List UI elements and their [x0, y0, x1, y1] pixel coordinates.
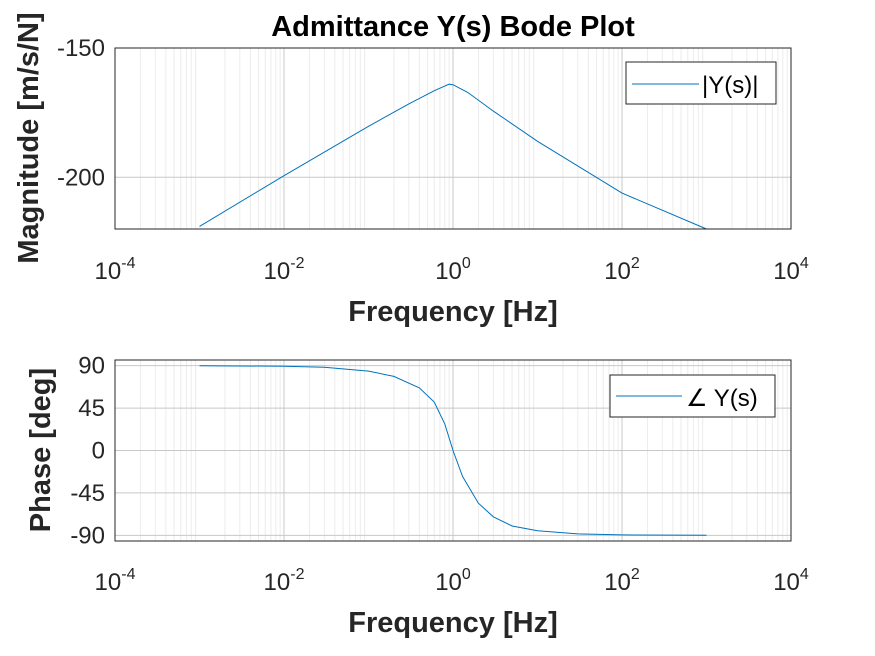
- y-tick-label: 90: [78, 353, 105, 380]
- phase-series-line: [199, 365, 707, 536]
- magnitude-y-axis-label: Magnitude [m/s/N]: [13, 12, 45, 263]
- phase-x-axis-label: Frequency [Hz]: [348, 607, 557, 639]
- y-tick-label: -45: [70, 480, 105, 507]
- y-tick-label: -90: [70, 522, 105, 549]
- y-tick-label: 0: [92, 438, 105, 465]
- magnitude-legend-box: [625, 61, 777, 105]
- x-tick-label: 104: [773, 566, 809, 596]
- phase-legend: ∠ Y(s): [609, 374, 776, 418]
- x-tick-label: 100: [435, 255, 471, 285]
- y-tick-label: 45: [78, 395, 105, 422]
- y-tick-label: -200: [57, 164, 105, 191]
- phase-grid: [114, 360, 792, 541]
- phase-legend-label: ∠ Y(s): [686, 385, 758, 412]
- chart-title: Admittance Y(s) Bode Plot: [271, 11, 635, 43]
- magnitude-x-axis-label: Frequency [Hz]: [348, 296, 557, 328]
- x-tick-label: 102: [604, 255, 640, 285]
- phase-tick-labels: 10-4 10-2 100 102 104 90 45 0 -45 -90: [70, 353, 809, 596]
- magnitude-legend-label: |Y(s)|: [702, 72, 758, 99]
- x-tick-label: 102: [604, 566, 640, 596]
- magnitude-legend: |Y(s)|: [625, 61, 777, 105]
- x-tick-label: 100: [435, 566, 471, 596]
- x-tick-label: 10-2: [264, 255, 305, 285]
- phase-axes-box: [114, 359, 792, 542]
- magnitude-axes-box: [114, 47, 792, 230]
- magnitude-axes: 10-4 10-2 100 102 104 -150 -200 Frequency [Hz]…: [13, 12, 809, 328]
- x-tick-label: 10-4: [95, 566, 136, 596]
- x-tick-label: 10-4: [95, 255, 136, 285]
- magnitude-series-line: [199, 83, 707, 230]
- phase-axes: 10-4 10-2 100 102 104 90 45 0 -45 -90 Frequency […: [25, 353, 809, 639]
- phase-y-axis-label: Phase [deg]: [25, 368, 57, 532]
- x-tick-label: 104: [773, 255, 809, 285]
- y-tick-label: -150: [57, 35, 105, 62]
- x-tick-label: 10-2: [264, 566, 305, 596]
